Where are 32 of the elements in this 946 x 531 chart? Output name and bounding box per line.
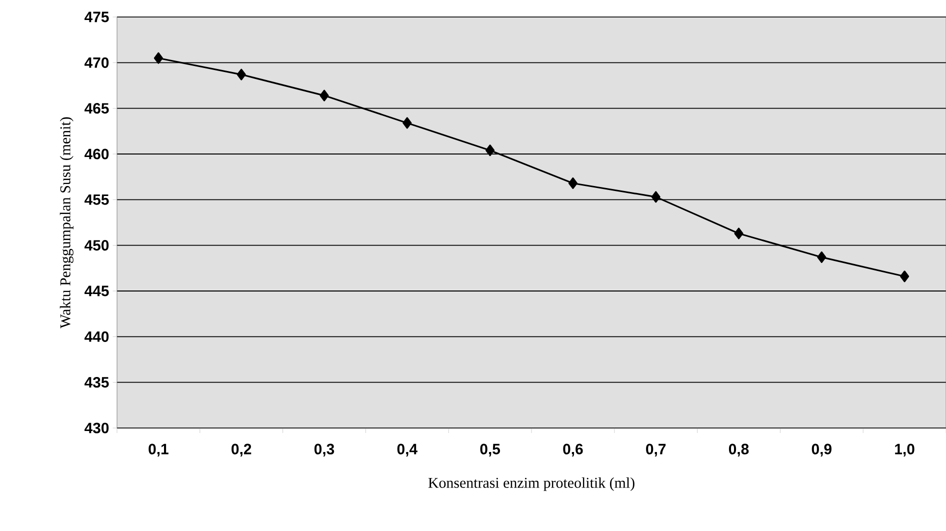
x-tick-label: 0,1 xyxy=(148,444,168,457)
point xyxy=(320,90,329,102)
x-tick-label: 0,2 xyxy=(232,444,252,457)
point xyxy=(154,52,163,64)
x-tick-label: 1,0 xyxy=(895,444,914,457)
point xyxy=(651,191,660,203)
y-tick-label: 430 xyxy=(84,422,109,434)
y-tick-label: 460 xyxy=(84,148,109,160)
y-axis-title: Waktu Penggumpalan Susu (menit) xyxy=(60,117,74,328)
point xyxy=(734,228,744,240)
x-tick-label: 0,7 xyxy=(646,444,666,457)
point xyxy=(817,251,826,263)
point xyxy=(900,270,910,282)
x-tick-label: 0,3 xyxy=(314,444,334,457)
y-tick-label: 450 xyxy=(84,240,109,251)
x-tick-label: 0,5 xyxy=(480,444,500,457)
x-axis-title: Konsentrasi enzim proteolitik (ml) xyxy=(428,477,634,491)
point xyxy=(486,144,495,156)
y-tick-label: 465 xyxy=(84,103,109,114)
y-tick-label: 455 xyxy=(84,194,109,205)
point xyxy=(236,68,246,80)
point xyxy=(402,117,412,129)
x-tick-label: 0,9 xyxy=(812,444,832,457)
y-tick-label: 445 xyxy=(84,286,109,296)
x-tick-label: 0,4 xyxy=(397,444,418,457)
x-tick-label: 0,8 xyxy=(728,444,749,457)
x-tick-label: 0,6 xyxy=(563,444,583,457)
y-tick-label: 440 xyxy=(84,331,109,342)
point xyxy=(568,177,578,190)
y-tick-label: 470 xyxy=(84,57,109,68)
y-tick-label: 435 xyxy=(84,377,109,388)
y-tick-label: 475 xyxy=(84,12,109,22)
